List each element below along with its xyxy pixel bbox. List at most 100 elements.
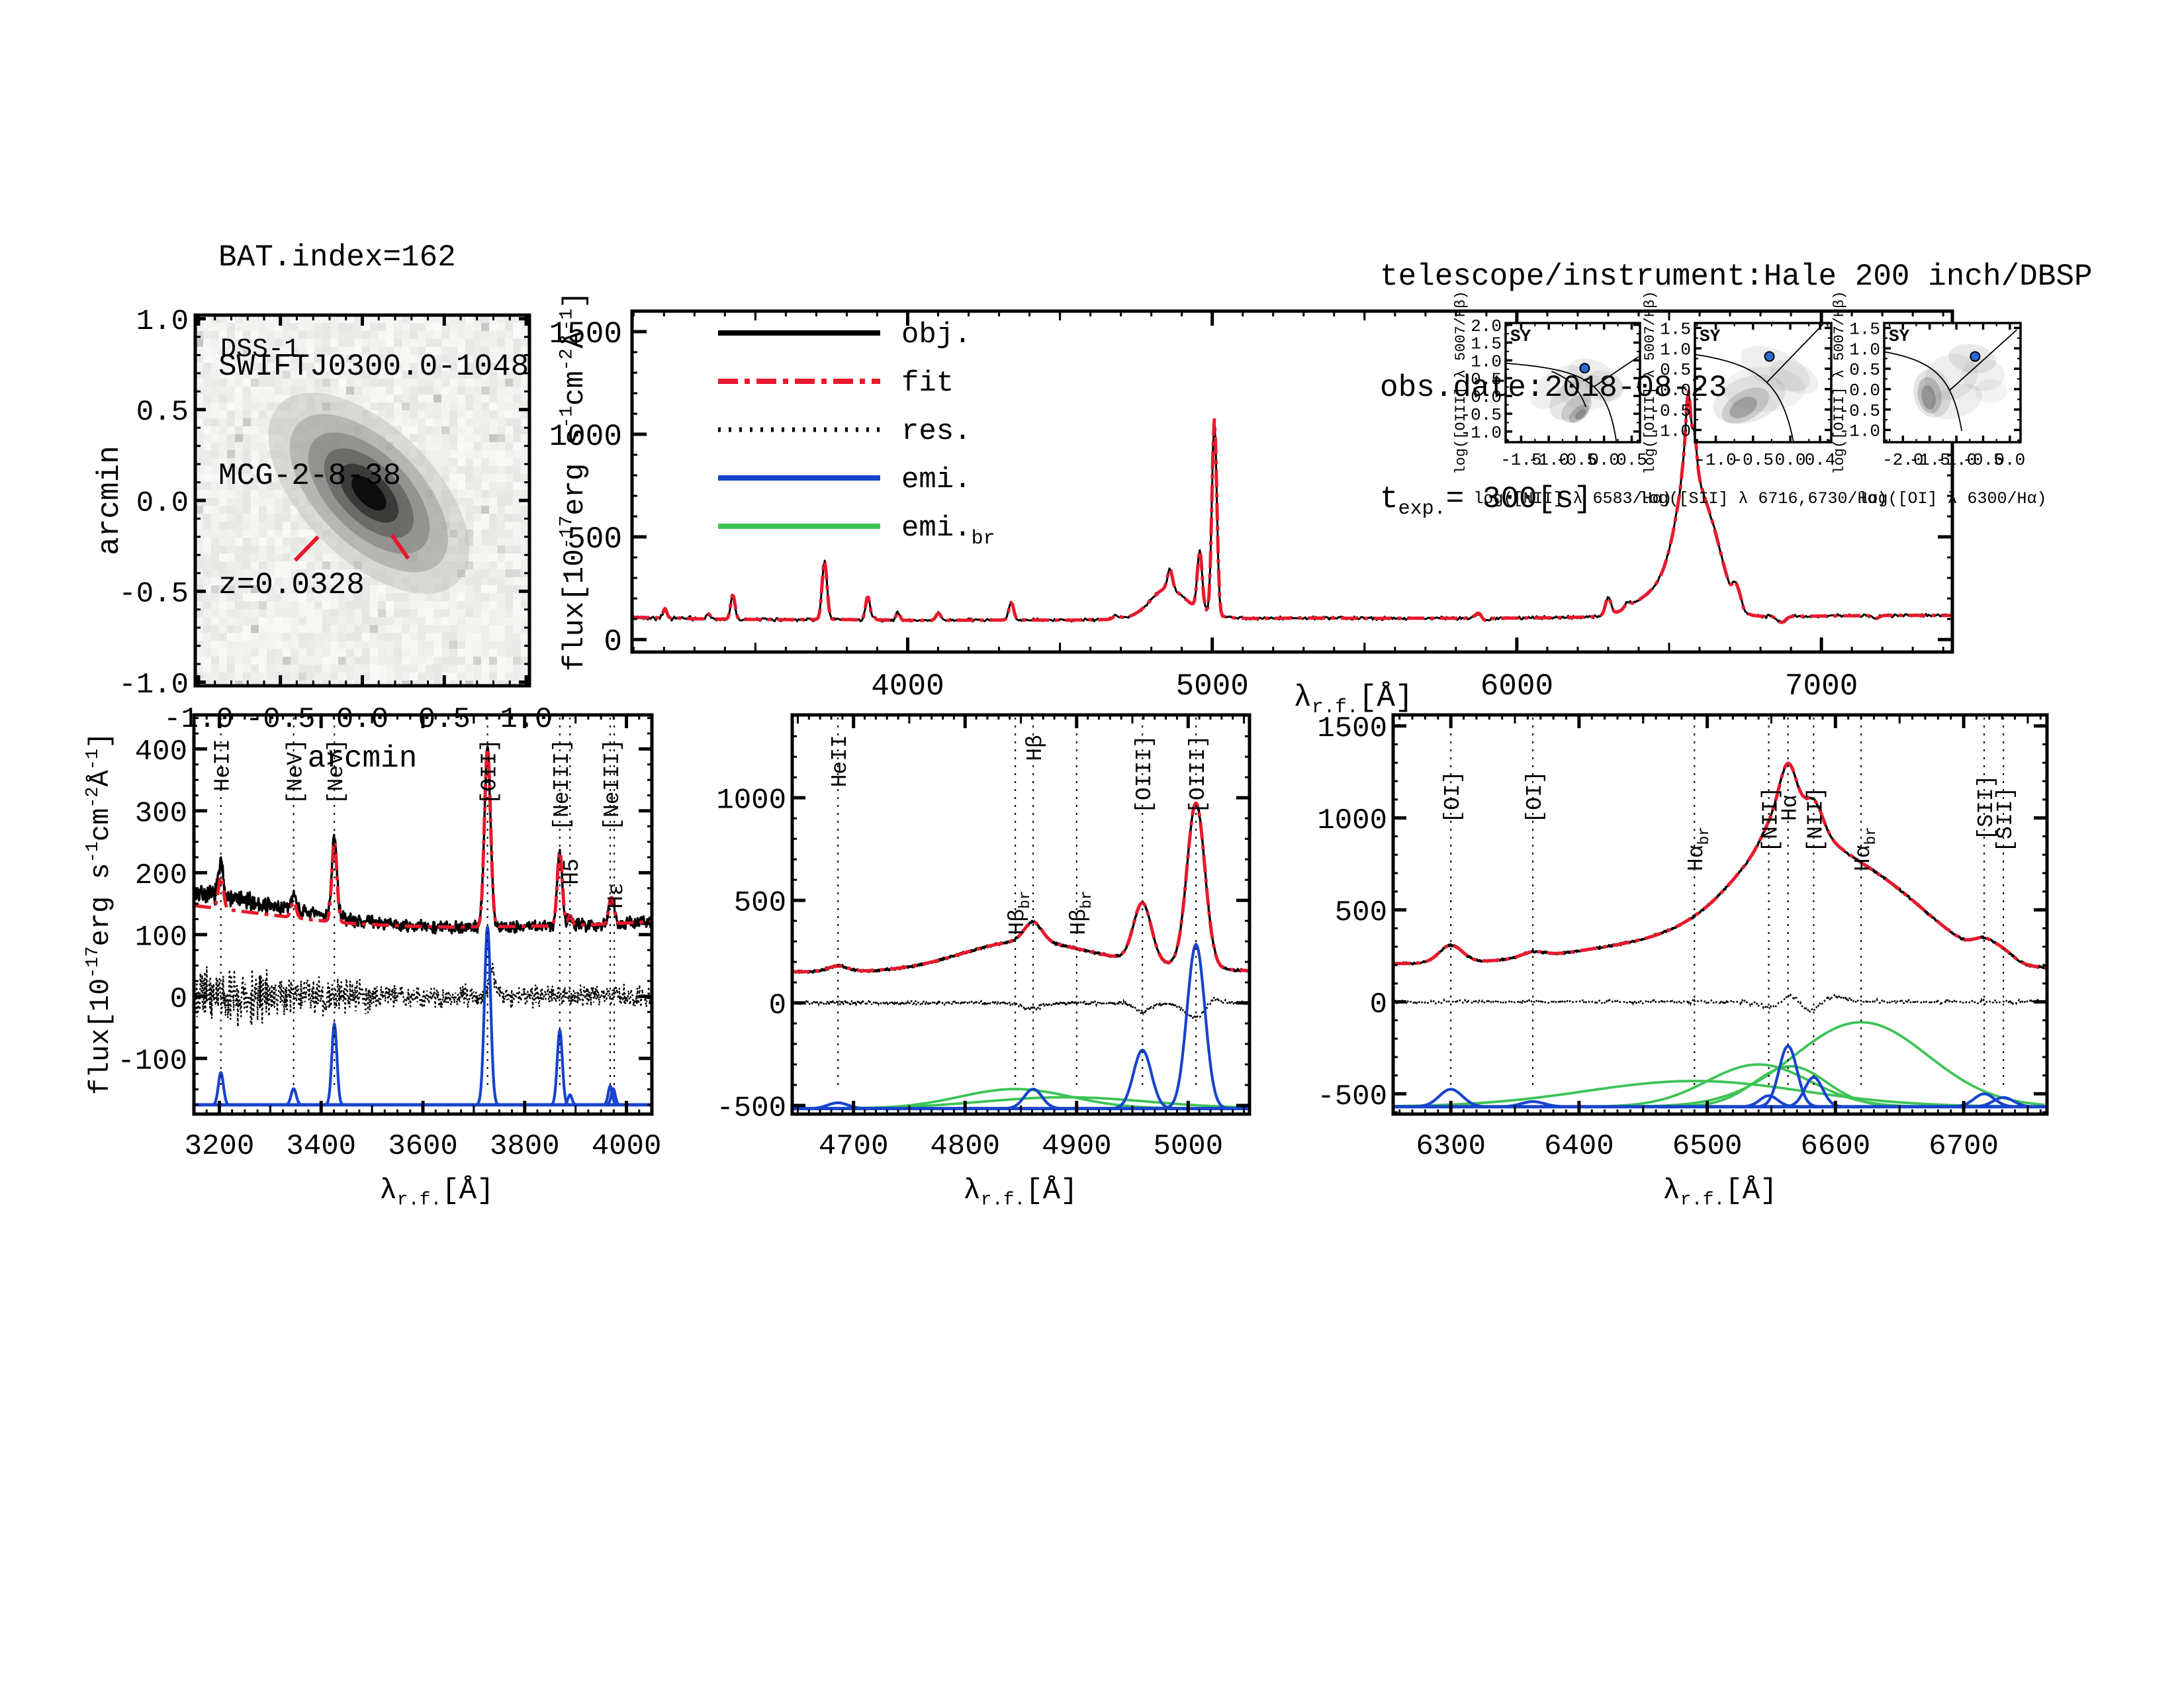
dss-noise-cell [267,498,275,506]
dss-noise-cell [219,434,227,442]
dss-noise-cell [298,625,306,633]
dss-noise-cell [418,609,426,617]
dss-noise-cell [362,355,370,363]
dss-noise-cell [370,641,378,649]
dss-noise-cell [203,418,211,426]
dss-noise-cell [251,680,259,686]
dss-noise-cell [211,593,219,601]
dss-noise-cell [267,649,275,657]
dss-noise-cell [203,641,211,649]
dss-noise-cell [346,657,354,665]
dss-noise-cell [418,442,426,450]
dss-noise-cell [346,331,354,339]
dss-noise-cell [402,347,410,355]
dss-noise-cell [338,609,346,617]
dss-noise-cell [489,402,497,410]
y-tick-label: 1000 [1317,804,1387,837]
dss-noise-cell [227,426,235,434]
dss-noise-cell [219,657,227,665]
dss-noise-cell [227,522,235,530]
dss-noise-cell [306,585,314,593]
dss-noise-cell [203,514,211,522]
dss-noise-cell [338,387,346,395]
dss-noise-cell [298,339,306,347]
dss-noise-cell [283,553,291,561]
dss-noise-cell [386,355,394,363]
dss-noise-cell [433,402,441,410]
dss-noise-cell [298,561,306,569]
dss-noise-cell [243,617,251,625]
dss-noise-cell [441,609,449,617]
dss-noise-cell [243,561,251,569]
dss-noise-cell [203,538,211,545]
dss-noise-cell [195,355,203,363]
dss-noise-cell [298,601,306,609]
dss-noise-cell [298,355,306,363]
dss-noise-cell [283,545,291,553]
dss-noise-cell [402,673,410,680]
x-tick-label: 6000 [1480,669,1553,704]
dss-noise-cell [235,569,243,577]
dss-noise-cell [211,569,219,577]
x-tick-label: -1.0 [163,703,234,736]
dss-noise-cell [473,418,481,426]
dss-noise-cell [306,355,314,363]
dss-noise-cell [362,601,370,609]
dss-noise-cell [378,355,386,363]
dss-noise-cell [346,347,354,355]
dss-noise-cell [465,657,473,665]
dss-noise-cell [219,482,227,490]
dss-noise-cell [465,339,473,347]
dss-noise-cell [386,410,394,418]
dss-noise-cell [251,522,259,530]
dss-noise-cell [481,323,489,331]
dss-noise-cell [465,665,473,673]
dss-noise-cell [306,657,314,665]
dss-noise-cell [243,418,251,426]
dss-noise-cell [259,418,267,426]
dss-noise-cell [322,355,330,363]
dss-noise-cell [235,426,243,434]
dss-noise-cell [227,649,235,657]
axis-frame [192,713,654,1116]
dss-noise-cell [370,363,378,371]
dss-noise-cell [219,474,227,482]
dss-noise-cell [227,665,235,673]
x-tick-label: 3800 [490,1130,560,1163]
dss-noise-cell [259,410,267,418]
fit-curve [1393,761,2047,970]
dss-noise-cell [370,625,378,633]
dss-noise-cell [346,617,354,625]
dss-noise-cell [433,641,441,649]
dss-noise-cell [354,363,362,371]
dss-noise-cell [251,657,259,665]
dss-noise-cell [489,569,497,577]
dss-noise-cell [203,434,211,442]
dss-noise-cell [362,593,370,601]
dss-noise-cell [227,601,235,609]
dss-noise-cell [259,355,267,363]
dss-noise-cell [346,641,354,649]
dss-noise-cell [378,641,386,649]
dss-noise-cell [354,387,362,395]
dss-noise-cell [346,680,354,686]
dss-noise-cell [211,641,219,649]
dss-noise-cell [235,665,243,673]
dss-noise-cell [322,561,330,569]
dss-noise-cell [402,315,410,323]
dss-noise-cell [465,617,473,625]
dss-noise-cell [465,498,473,506]
dss-noise-cell [410,410,418,418]
dss-noise-cell [203,673,211,680]
dss-noise-cell [449,379,457,387]
dss-noise-cell [426,426,433,434]
dss-noise-cell [418,363,426,371]
dss-noise-cell [195,649,203,657]
dss-noise-cell [426,673,433,680]
dss-noise-cell [259,609,267,617]
dss-noise-cell [235,506,243,514]
dss-noise-cell [481,418,489,426]
dss-noise-cell [330,633,338,641]
dss-noise-cell [386,339,394,347]
dss-noise-cell [426,617,433,625]
